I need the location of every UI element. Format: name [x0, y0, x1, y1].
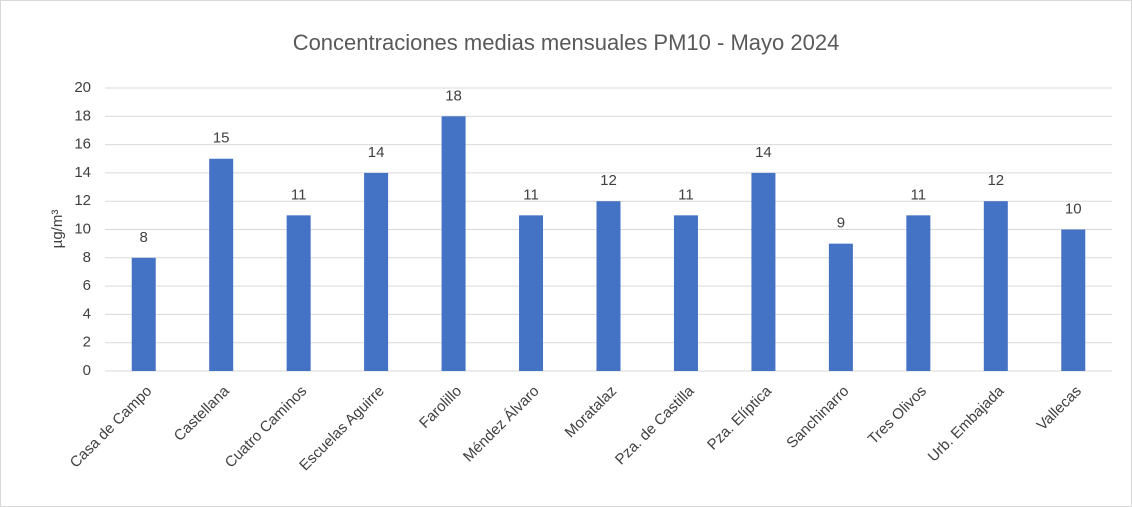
- bar: [519, 215, 544, 371]
- data-label: 15: [213, 130, 230, 147]
- y-tick-label: 12: [74, 192, 91, 209]
- y-tick-label: 4: [83, 305, 91, 322]
- y-tick-label: 6: [83, 277, 91, 294]
- data-label: 9: [837, 215, 845, 232]
- bar: [1061, 229, 1086, 371]
- chart-title: Concentraciones medias mensuales PM10 - …: [293, 30, 840, 55]
- data-label: 11: [911, 186, 927, 203]
- bar: [673, 215, 698, 371]
- data-label: 11: [523, 186, 539, 203]
- y-tick-label: 20: [74, 79, 91, 96]
- data-label: 12: [987, 172, 1004, 189]
- bar: [596, 201, 621, 371]
- bar: [364, 172, 389, 371]
- data-label: 11: [678, 186, 694, 203]
- y-tick-label: 16: [74, 136, 91, 153]
- bar: [828, 243, 853, 371]
- data-label: 10: [1065, 200, 1082, 217]
- bar: [751, 172, 776, 371]
- data-label: 8: [140, 229, 148, 246]
- data-label: 18: [445, 87, 462, 104]
- bar: [131, 257, 156, 371]
- bar: [209, 158, 234, 371]
- bar: [983, 201, 1008, 371]
- y-tick-label: 10: [74, 220, 91, 237]
- bar: [441, 116, 466, 371]
- data-label: 12: [600, 172, 617, 189]
- data-label: 11: [291, 186, 307, 203]
- data-label: 14: [755, 144, 772, 161]
- y-tick-label: 14: [74, 164, 91, 181]
- y-axis-label: µg/m³: [49, 210, 66, 249]
- data-label: 14: [368, 144, 385, 161]
- y-tick-label: 8: [83, 249, 91, 266]
- y-tick-label: 2: [83, 334, 91, 351]
- bar: [286, 215, 311, 371]
- y-tick-label: 18: [74, 107, 91, 124]
- bar: [906, 215, 931, 371]
- y-tick-label: 0: [83, 362, 91, 379]
